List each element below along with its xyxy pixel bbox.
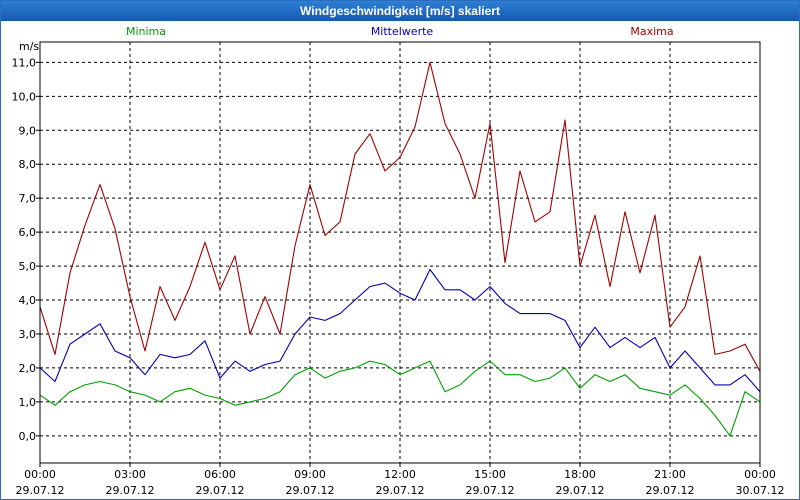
grid — [39, 42, 761, 463]
x-tick-time: 12:00 — [384, 468, 416, 481]
x-tick-date: 29.07.12 — [646, 484, 695, 497]
y-tick-label: 0,0 — [19, 430, 37, 443]
y-tick-label: 9,0 — [19, 124, 37, 137]
x-tick-time: 00:00 — [744, 468, 776, 481]
legend-minima: Minima — [126, 25, 166, 38]
legend: Minima Mittelwerte Maxima — [126, 25, 674, 38]
x-tick-date: 29.07.12 — [556, 484, 605, 497]
y-tick-label: 11,0 — [12, 56, 37, 69]
plot-area-border — [39, 41, 761, 464]
x-tick-date: 29.07.12 — [106, 484, 155, 497]
y-tick-label: 5,0 — [19, 260, 37, 273]
window-title: Windgeschwindigkeit [m/s] skaliert — [1, 1, 799, 21]
x-tick-date: 30.07.12 — [736, 484, 785, 497]
x-axis-ticks: 00:00 29.07.12 03:00 29.07.12 06:00 29.07.12 0… — [16, 463, 785, 497]
x-tick-date: 29.07.12 — [376, 484, 425, 497]
y-axis-label: m/s — [19, 40, 39, 53]
y-tick-label: 2,0 — [19, 362, 37, 375]
legend-mittelwerte: Mittelwerte — [371, 25, 434, 38]
x-tick-time: 00:00 — [24, 468, 56, 481]
series-line-mittelwerte — [39, 268, 761, 393]
x-tick-date: 29.07.12 — [196, 484, 245, 497]
y-tick-label: 6,0 — [19, 226, 37, 239]
series-line-maxima — [39, 61, 761, 372]
y-tick-label: 4,0 — [19, 294, 37, 307]
series-line-minima — [39, 360, 761, 437]
y-tick-label: 1,0 — [19, 396, 37, 409]
y-tick-label: 7,0 — [19, 192, 37, 205]
x-tick-time: 03:00 — [114, 468, 146, 481]
x-tick-time: 18:00 — [564, 468, 596, 481]
x-tick-time: 15:00 — [474, 468, 506, 481]
y-tick-label: 8,0 — [19, 158, 37, 171]
x-tick-date: 29.07.12 — [466, 484, 515, 497]
y-tick-label: 3,0 — [19, 328, 37, 341]
x-tick-time: 06:00 — [204, 468, 236, 481]
x-tick-time: 09:00 — [294, 468, 326, 481]
x-tick-date: 29.07.12 — [16, 484, 65, 497]
x-tick-time: 21:00 — [654, 468, 686, 481]
y-tick-label: 10,0 — [12, 90, 37, 103]
x-tick-date: 29.07.12 — [286, 484, 335, 497]
series-lines — [39, 61, 761, 437]
y-axis-ticks: 0,0 1,0 2,0 3,0 4,0 5,0 6,0 7,0 8,0 9,0 10,0 11,0 — [12, 56, 40, 443]
legend-maxima: Maxima — [630, 25, 673, 38]
